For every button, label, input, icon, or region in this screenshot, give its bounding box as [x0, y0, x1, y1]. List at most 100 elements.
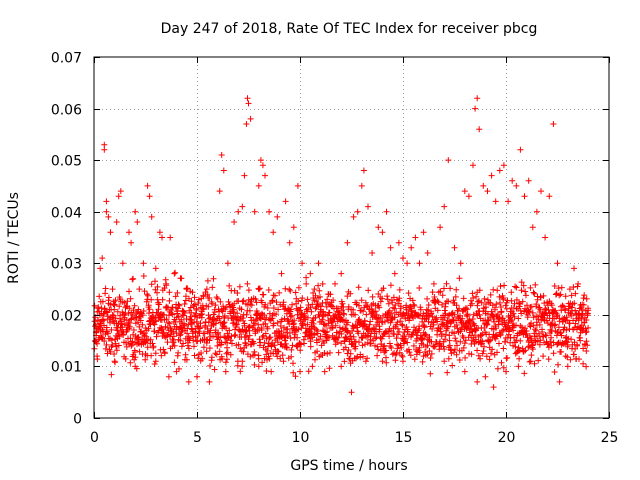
data-point — [428, 350, 435, 357]
data-point — [297, 347, 304, 354]
data-point — [396, 295, 403, 302]
data-point — [248, 302, 255, 309]
data-point — [175, 349, 182, 356]
data-point — [401, 333, 408, 340]
data-point — [384, 296, 391, 303]
data-point — [402, 335, 409, 342]
data-point — [501, 282, 508, 289]
data-point — [523, 292, 529, 299]
data-point — [283, 344, 290, 350]
data-point — [117, 188, 124, 195]
data-point — [408, 305, 415, 312]
data-point — [151, 328, 158, 335]
data-point — [198, 350, 205, 356]
data-point — [230, 306, 237, 313]
data-point — [568, 292, 575, 299]
data-point — [335, 334, 342, 341]
data-point — [290, 360, 296, 367]
data-point — [473, 293, 480, 300]
data-point — [213, 317, 220, 324]
data-point — [154, 283, 161, 290]
data-point — [115, 342, 122, 349]
data-point — [393, 335, 400, 342]
data-point — [148, 352, 155, 359]
data-point — [256, 285, 263, 292]
data-point — [574, 283, 581, 290]
data-point — [525, 177, 532, 184]
data-point — [315, 260, 322, 267]
data-point — [345, 347, 352, 353]
data-point — [513, 284, 520, 291]
data-point — [385, 300, 392, 307]
data-point — [340, 310, 347, 317]
data-point — [439, 292, 446, 299]
data-point — [391, 270, 398, 277]
data-point — [203, 348, 210, 355]
data-point — [176, 332, 183, 339]
data-point — [171, 342, 178, 349]
data-point — [119, 260, 126, 267]
data-point — [488, 350, 494, 357]
data-point — [299, 260, 306, 267]
data-point — [191, 352, 198, 359]
data-point — [547, 338, 554, 345]
data-point — [146, 306, 153, 313]
data-point — [169, 311, 176, 318]
data-point — [308, 308, 315, 315]
data-point — [261, 355, 268, 362]
data-point — [191, 301, 198, 308]
data-point — [163, 280, 170, 287]
data-point — [164, 339, 171, 346]
data-point — [521, 370, 528, 377]
data-point — [142, 356, 149, 363]
data-point — [237, 368, 244, 375]
data-point — [434, 307, 441, 314]
data-point — [551, 322, 558, 329]
data-point — [497, 331, 504, 338]
data-point — [381, 318, 388, 325]
data-point — [572, 290, 579, 297]
data-point — [397, 305, 404, 312]
data-point — [269, 297, 276, 304]
data-point — [128, 342, 135, 349]
data-point — [209, 300, 215, 307]
data-point — [280, 299, 287, 306]
data-point — [251, 208, 258, 215]
data-point — [307, 338, 314, 345]
data-point — [541, 300, 548, 307]
data-point — [314, 301, 321, 308]
data-point — [466, 329, 473, 336]
data-point — [192, 310, 199, 317]
data-point — [250, 340, 257, 347]
data-point — [410, 342, 417, 349]
data-point — [484, 296, 491, 303]
data-point — [251, 351, 258, 358]
data-point — [431, 343, 438, 350]
data-point — [546, 193, 553, 200]
data-point — [128, 316, 134, 323]
data-point — [321, 321, 328, 328]
data-point — [462, 354, 469, 361]
data-point — [476, 287, 483, 294]
data-point — [451, 330, 458, 337]
x-tick-label: 25 — [601, 430, 619, 446]
data-point — [583, 338, 590, 345]
data-point — [255, 363, 262, 370]
data-point — [576, 356, 582, 363]
data-point — [542, 234, 549, 241]
data-point — [522, 347, 529, 354]
data-point — [492, 198, 499, 205]
data-point — [244, 280, 251, 287]
data-point — [268, 315, 275, 322]
data-point — [266, 208, 273, 215]
data-point — [105, 213, 112, 220]
data-point — [490, 384, 497, 391]
data-point — [383, 354, 389, 361]
data-point — [262, 301, 269, 308]
data-point — [580, 360, 587, 367]
data-point — [233, 321, 240, 328]
data-point — [195, 300, 202, 307]
data-point — [324, 328, 331, 335]
data-point — [579, 301, 586, 308]
data-point — [517, 146, 524, 153]
